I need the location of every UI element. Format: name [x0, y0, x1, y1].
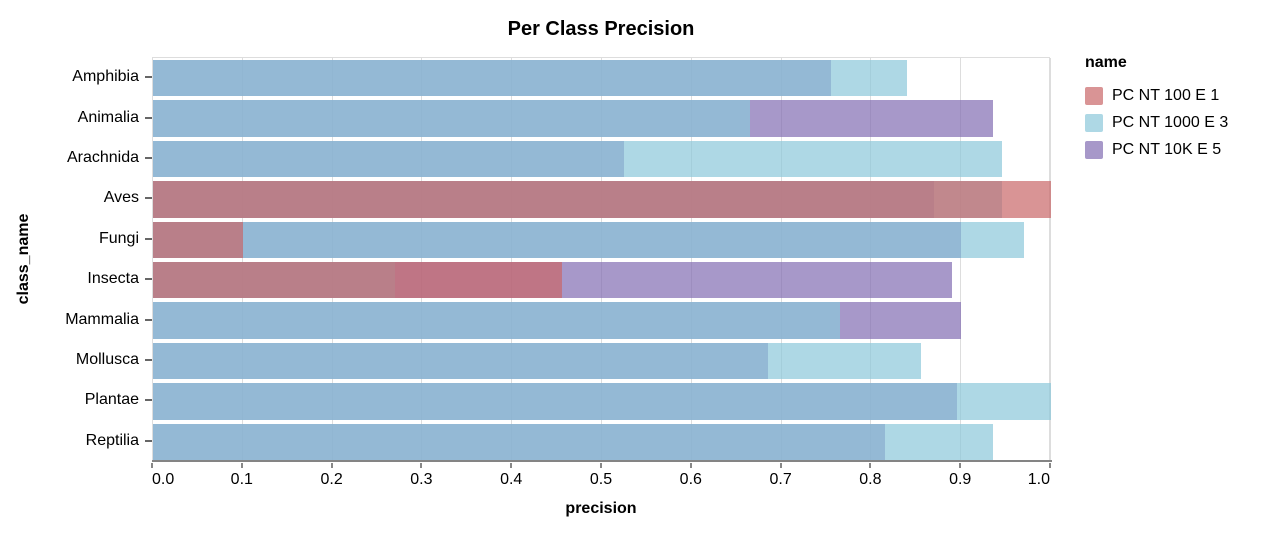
y-ticklabel-plantae: Plantae: [84, 391, 139, 409]
x-ticklabel-0.4: 0.4: [500, 471, 523, 488]
legend: name PC NT 100 E 1 PC NT 1000 E 3 PC NT 10…: [1085, 54, 1228, 163]
x-ticklabel-0.7: 0.7: [769, 471, 792, 488]
y-ticklabel-amphibia: Amphibia: [72, 68, 139, 86]
x-ticklabel-0.2: 0.2: [320, 471, 343, 488]
x-axis-line: [152, 460, 1052, 462]
bar-fungi-pc-nt-1000-e-3: [153, 221, 1025, 258]
y-ticklabel-mammalia: Mammalia: [65, 310, 139, 328]
y-ticklabel-animalia: Animalia: [77, 108, 139, 126]
x-tick-0.1: [240, 463, 243, 468]
y-tick-arachnida: [145, 157, 152, 159]
bar-mollusca-pc-nt-1000-e-3: [153, 342, 921, 380]
gridline-0.2: [331, 58, 333, 461]
x-tick-1.0: [1049, 463, 1051, 468]
gridline-0.9: [960, 58, 962, 461]
bar-plantae-pc-nt-1000-e-3: [153, 383, 1051, 420]
legend-swatch-pc-nt-1000-e-3: [1085, 113, 1103, 132]
legend-label-pc-nt-10k-e-5: PC NT 10K E 5: [1112, 140, 1222, 158]
y-tick-amphibia: [145, 76, 152, 79]
gridline-0.3: [421, 58, 423, 461]
x-tick-0.8: [869, 463, 872, 468]
y-ticklabel-reptilia: Reptilia: [85, 431, 139, 449]
y-ticklabel-insecta: Insecta: [87, 270, 139, 288]
gridline-0.5: [601, 58, 602, 461]
x-tick-0.0: [151, 463, 153, 468]
x-ticklabel-0.5: 0.5: [589, 471, 613, 488]
y-tick-aves: [145, 197, 152, 200]
y-tick-fungi: [145, 237, 152, 240]
gridline-0.8: [870, 58, 872, 461]
chart-title: Per Class Precision: [507, 18, 695, 40]
y-tick-reptilia: [145, 439, 152, 442]
x-tick-0.2: [330, 463, 333, 468]
bar-animalia-pc-nt-1000-e-3: [153, 100, 751, 137]
legend-label-pc-nt-100-e-1: PC NT 100 E 1: [1112, 86, 1220, 104]
x-tick-0.7: [779, 463, 782, 468]
x-ticklabel-0.6: 0.6: [679, 471, 702, 488]
bar-reptilia-pc-nt-1000-e-3: [153, 423, 993, 460]
gridline-0.1: [241, 58, 243, 461]
x-ticklabel-0.3: 0.3: [410, 471, 433, 488]
legend-entry-pc-nt-1000-e-3: PC NT 1000 E 3: [1085, 109, 1228, 136]
bar-aves-pc-nt-100-e-1: [153, 181, 1051, 218]
legend-entry-pc-nt-100-e-1: PC NT 100 E 1: [1085, 82, 1228, 109]
bar-amphibia-pc-nt-1000-e-3: [153, 60, 908, 97]
y-tick-plantae: [145, 399, 152, 402]
gridline-0.7: [780, 58, 782, 461]
gridline-0.4: [511, 58, 513, 461]
legend-entries: PC NT 100 E 1 PC NT 1000 E 3 PC NT 10K E 5: [1085, 82, 1228, 163]
y-ticklabel-arachnida: Arachnida: [66, 149, 139, 166]
x-ticklabel-0.9: 0.9: [949, 471, 972, 488]
y-axis-title: class_name: [15, 213, 32, 305]
x-tick-0.9: [959, 463, 962, 468]
x-tick-0.6: [689, 463, 692, 468]
bar-arachnida-pc-nt-1000-e-3: [153, 140, 1002, 178]
x-ticklabel-0.0: 0.0: [152, 471, 175, 488]
x-ticklabel-1.0: 1.0: [1027, 471, 1050, 488]
gridline-0.6: [690, 58, 692, 461]
y-ticklabel-fungi: Fungi: [98, 229, 139, 247]
legend-label-pc-nt-1000-e-3: PC NT 1000 E 3: [1112, 113, 1229, 131]
y-ticklabel-mollusca: Mollusca: [75, 351, 139, 368]
x-tick-0.3: [420, 463, 423, 468]
gridline-1.0: [1050, 58, 1051, 461]
bar-fungi-pc-nt-100-e-1: [153, 221, 243, 258]
y-tick-mammalia: [145, 318, 152, 321]
x-tick-0.4: [510, 463, 513, 468]
x-tick-0.5: [600, 463, 602, 468]
y-tick-mollusca: [145, 359, 152, 361]
bar-mammalia-pc-nt-1000-e-3: [153, 302, 840, 339]
y-tick-animalia: [145, 116, 152, 119]
x-ticklabel-0.8: 0.8: [859, 471, 882, 488]
legend-entry-pc-nt-10k-e-5: PC NT 10K E 5: [1085, 136, 1228, 163]
legend-swatch-pc-nt-10k-e-5: [1085, 140, 1103, 159]
y-ticklabel-aves: Aves: [103, 189, 139, 207]
legend-swatch-pc-nt-100-e-1: [1085, 86, 1103, 105]
legend-title: name: [1085, 54, 1127, 71]
y-tick-insecta: [145, 278, 152, 281]
plot-area: [152, 57, 1051, 461]
bar-insecta-pc-nt-100-e-1: [153, 262, 562, 299]
x-ticklabel-0.1: 0.1: [230, 471, 253, 488]
x-axis-title: precision: [565, 500, 637, 517]
